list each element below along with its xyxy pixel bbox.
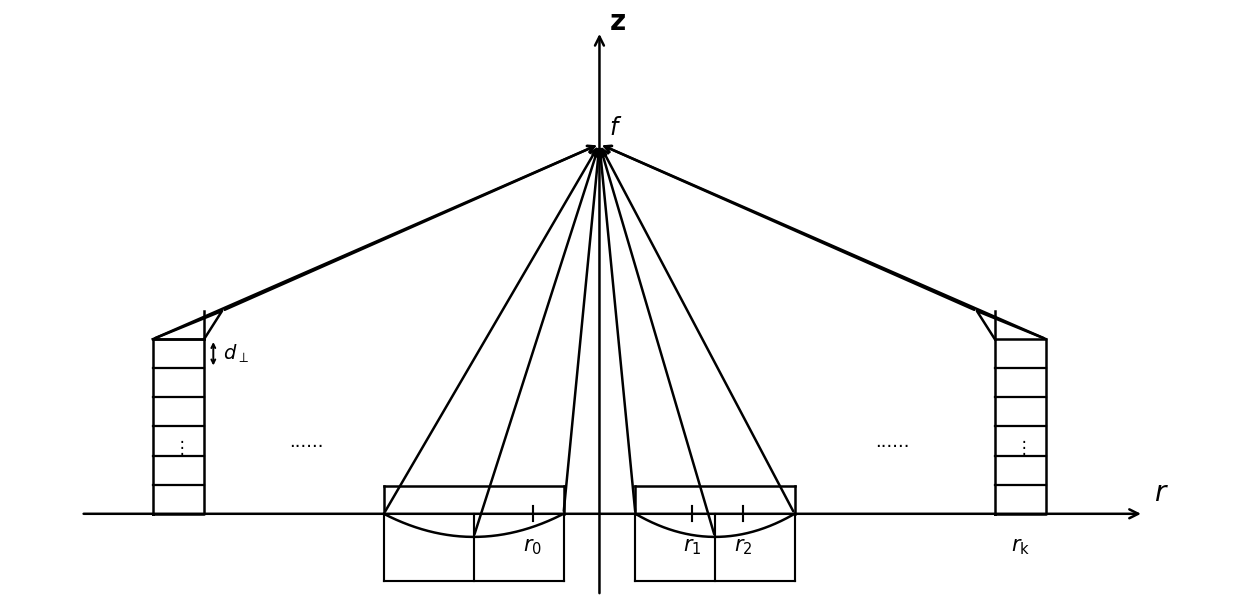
Text: $r_0$: $r_0$ (523, 537, 542, 557)
Text: ......: ...... (289, 433, 324, 451)
Text: $r_1$: $r_1$ (683, 537, 701, 557)
Text: $r$: $r$ (1154, 479, 1169, 507)
Text: $r_2$: $r_2$ (734, 537, 753, 557)
Text: $\vdots$: $\vdots$ (172, 437, 184, 457)
Text: $f$: $f$ (609, 116, 622, 140)
Text: ......: ...... (875, 433, 909, 451)
Text: $\vdots$: $\vdots$ (1016, 437, 1025, 457)
Text: $r_{\rm k}$: $r_{\rm k}$ (1011, 537, 1030, 557)
Text: $\mathbf{z}$: $\mathbf{z}$ (609, 9, 625, 37)
Text: $d_\perp$: $d_\perp$ (222, 343, 248, 365)
